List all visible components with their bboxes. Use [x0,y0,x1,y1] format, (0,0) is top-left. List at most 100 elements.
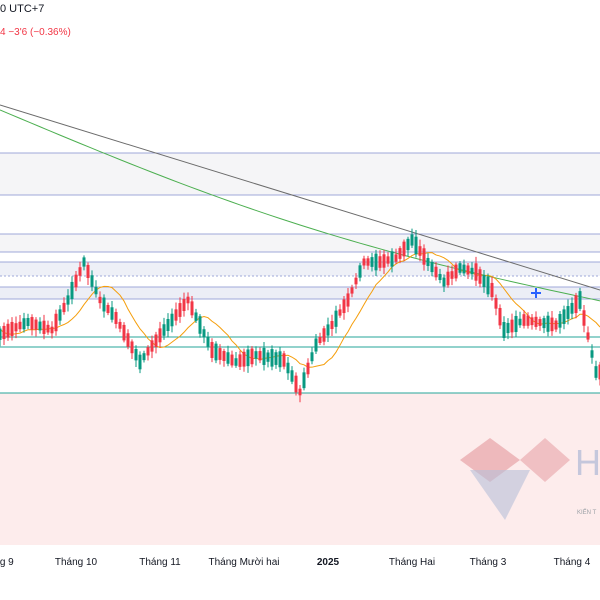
candle-body [550,317,554,332]
candle-body [174,309,178,321]
candle-body [142,353,146,361]
candle-body [242,351,246,367]
candle-body [410,234,414,246]
candle-body [54,313,58,332]
x-tick-label: Tháng Hai [389,557,435,568]
candle-body [514,315,518,333]
x-tick-label: Tháng 11 [139,557,181,568]
candle-body [270,349,274,367]
candle-body [330,320,334,330]
candle-body [310,352,314,362]
candle-body [2,325,6,340]
price-change-label: 4 −3'6 (−0.36%) [0,27,71,38]
x-tick-label: Tháng 10 [55,557,98,568]
candle-body [370,257,374,267]
candle-body [254,351,258,359]
candle-body [442,277,446,287]
candle-body [326,324,330,336]
candle-body [218,348,222,360]
candle-body [30,317,34,330]
candle-body [150,340,154,352]
candle-body [510,319,514,333]
candle-body [230,354,234,366]
candle-body [542,318,546,329]
candle-body [530,317,534,326]
candle-body [490,282,494,298]
logo-triangle [470,470,530,520]
resistance-band-upper [0,153,600,195]
candle-body [546,315,550,332]
candle-body [534,316,538,327]
resistance-band-base [0,287,600,299]
candle-body [594,366,598,378]
resistance-band-middle [0,234,600,252]
logo-caption: KIẾN T [577,509,597,516]
logo-diamond-right [520,438,570,482]
candle-body [390,251,394,267]
candle-body [522,314,526,326]
candle-body [334,310,338,327]
descending-trendline [0,104,600,291]
candle-body [210,342,214,358]
candle-body [406,238,410,251]
candle-body [458,263,462,273]
x-tick-label: 2025 [317,557,340,568]
candle-body [470,267,474,275]
candle-body [298,388,302,396]
candle-body [318,336,322,344]
candle-body [538,319,542,326]
candle-body [78,267,82,276]
candle-body [98,296,102,304]
candle-body [138,354,142,370]
candle-body [226,352,230,364]
candle-body [598,364,600,380]
candle-body [562,309,566,324]
candle-body [498,307,502,326]
long-moving-average [0,109,600,302]
candle-body [314,338,318,352]
candle-body [506,322,510,334]
candle-body [418,246,422,256]
crosshair-marker [531,288,541,298]
candle-body [162,324,166,336]
candle-body [70,281,74,300]
candle-body [154,334,158,347]
x-tick-label: ng 9 [0,557,14,568]
candle-body [290,370,294,382]
candle-body [350,287,354,294]
logo-letter: H [575,442,600,483]
candle-body [306,362,310,375]
candle-body [554,320,558,330]
candle-body [302,372,306,389]
candle-body [378,256,382,268]
candle-body [570,302,574,314]
candle-body [402,241,406,257]
candle-body [222,351,226,361]
candle-body [526,315,530,326]
candle-body [0,328,2,340]
candle-body [286,362,290,374]
timezone-label: 0 UTC+7 [0,3,45,15]
candle-body [50,326,54,334]
candle-body [502,322,506,338]
candle-body [190,301,194,316]
candle-body [382,254,386,268]
x-tick-label: Tháng Mười hai [208,557,279,568]
candle-body [182,298,186,312]
candle-body [414,236,418,255]
candle-body [574,295,578,314]
candle-body [146,347,150,356]
candle-body [578,291,582,309]
candle-body [90,275,94,287]
resistance-band-lower [0,262,600,276]
candle-body [582,310,586,326]
candle-body [486,276,490,295]
candle-body [250,348,254,365]
candle-body [114,312,118,324]
candle-body [66,295,70,305]
candle-body [294,375,298,393]
candle-body [58,309,62,321]
candle-body [166,319,170,331]
